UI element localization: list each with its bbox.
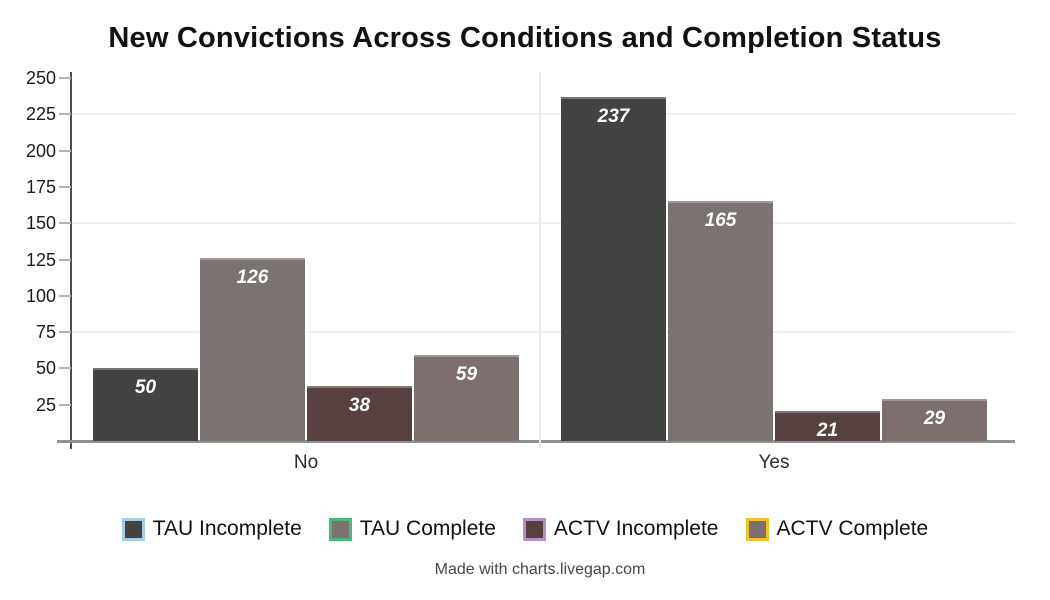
y-axis-tick (59, 149, 71, 152)
credit-text: Made with charts.livegap.com (434, 561, 646, 578)
legend-item-actv-complete[interactable]: ACTV Complete (745, 517, 929, 541)
y-axis-line (70, 72, 72, 449)
bar-actv-incomplete-yes: 21 (775, 410, 880, 441)
bar-actv-complete-yes: 29 (882, 398, 987, 441)
y-axis-tick (59, 403, 71, 406)
bar-value-label: 29 (923, 407, 946, 429)
y-axis-label: 150 (25, 213, 56, 234)
gridline (71, 113, 1015, 116)
bar-value-label: 38 (348, 394, 371, 416)
gridline (71, 331, 1015, 334)
bar-tau-complete-yes: 165 (668, 201, 773, 441)
bar-actv-incomplete-no: 38 (307, 385, 412, 441)
y-axis-tick (59, 258, 71, 261)
x-category-label: No (293, 452, 319, 473)
x-axis-line (57, 440, 1015, 443)
y-axis-label: 175 (25, 176, 56, 197)
legend-label: TAU Complete (359, 517, 496, 540)
y-axis-label: 250 (25, 68, 56, 88)
legend-item-actv-incomplete[interactable]: ACTV Incomplete (522, 517, 719, 541)
y-axis-label: 225 (25, 104, 56, 125)
bar-tau-incomplete-no: 50 (93, 368, 198, 441)
bar-value-label: 21 (816, 419, 839, 441)
y-axis-label: 50 (35, 358, 56, 379)
legend-label: TAU Incomplete (152, 517, 302, 540)
y-axis-label: 100 (25, 285, 56, 306)
bar-value-label: 50 (134, 377, 157, 399)
bar-value-label: 237 (597, 105, 630, 127)
legend-item-tau-complete[interactable]: TAU Complete (328, 517, 496, 541)
y-axis-tick (59, 294, 71, 297)
legend-swatch-icon (121, 517, 145, 541)
y-axis-tick (59, 77, 71, 79)
chart-title: New Convictions Across Conditions and Co… (108, 22, 942, 54)
y-axis-tick (59, 331, 71, 334)
y-axis-label: 200 (25, 140, 56, 161)
y-axis-tick (59, 222, 71, 225)
bar-value-label: 59 (455, 364, 478, 386)
legend-swatch-icon (328, 517, 352, 541)
y-axis-tick (59, 113, 71, 116)
bar-actv-complete-no: 59 (414, 355, 519, 441)
legend: TAU Incomplete TAU Complete ACTV Incomplet… (0, 517, 1050, 541)
y-axis-label: 25 (35, 394, 56, 415)
bar-value-label: 165 (704, 210, 737, 232)
y-axis-label: 75 (35, 322, 56, 343)
bar-tau-incomplete-yes: 237 (561, 96, 666, 441)
y-axis-label: 125 (25, 249, 56, 270)
legend-swatch-icon (745, 517, 769, 541)
x-category-label: Yes (758, 452, 790, 473)
y-axis-tick (59, 185, 71, 188)
bar-value-label: 126 (236, 267, 269, 289)
legend-swatch-icon (522, 517, 546, 541)
legend-label: ACTV Complete (776, 517, 929, 540)
legend-item-tau-incomplete[interactable]: TAU Incomplete (121, 517, 302, 541)
y-axis-tick (59, 367, 71, 370)
category-separator-line (539, 72, 541, 448)
gridline (71, 222, 1015, 225)
legend-label: ACTV Incomplete (553, 517, 719, 540)
bar-tau-complete-no: 126 (200, 258, 305, 441)
